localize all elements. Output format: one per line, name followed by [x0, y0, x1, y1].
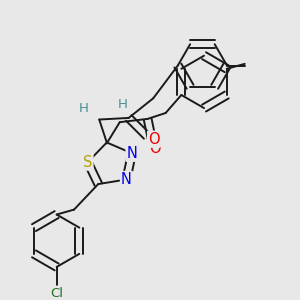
Text: O: O — [149, 141, 161, 156]
Text: H: H — [118, 98, 128, 111]
Text: O: O — [148, 132, 160, 147]
Text: S: S — [83, 154, 92, 169]
Text: H: H — [79, 102, 89, 115]
Text: N: N — [127, 146, 137, 161]
Text: N: N — [121, 172, 132, 187]
Text: Cl: Cl — [50, 286, 63, 300]
